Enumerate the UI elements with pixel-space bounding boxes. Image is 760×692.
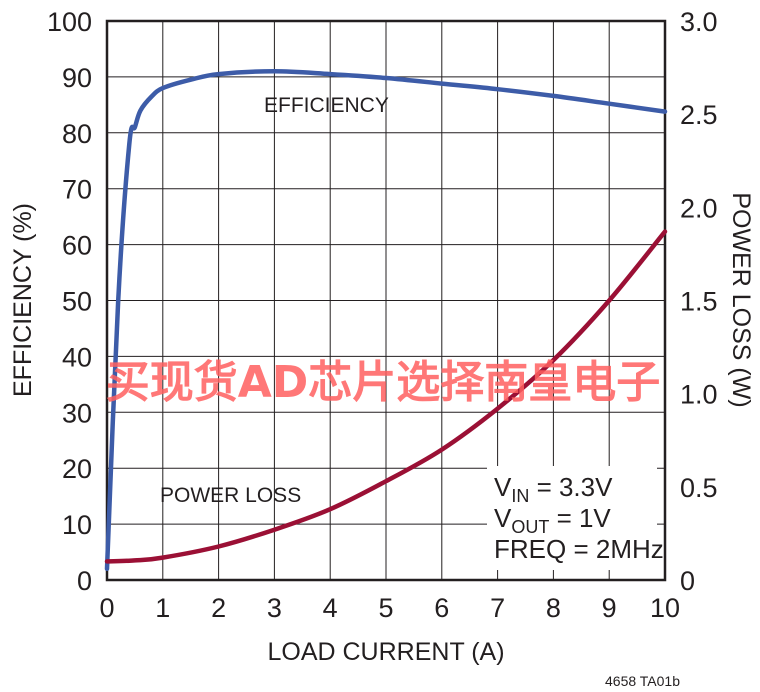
y-tick-label: 20 <box>62 454 92 484</box>
y2-tick-label: 0 <box>680 566 695 596</box>
x-axis-title: LOAD CURRENT (A) <box>267 638 504 666</box>
y-tick-label: 100 <box>47 7 92 37</box>
x-tick-label: 5 <box>378 593 393 623</box>
y2-tick-label: 1.0 <box>680 380 718 410</box>
condition-line: VIN = 3.3V <box>494 472 613 506</box>
y2-tick-label: 0.5 <box>680 473 718 503</box>
y-tick-label: 50 <box>62 287 92 317</box>
figure-id: 4658 TA01b <box>605 673 680 689</box>
x-tick-label: 3 <box>267 593 282 623</box>
y-tick-label: 40 <box>62 342 92 372</box>
power-loss-line <box>104 229 668 564</box>
x-tick-label: 10 <box>650 593 680 623</box>
y2-tick-labels: 0 0.5 1.0 1.5 2.0 2.5 3.0 <box>680 7 718 596</box>
y-axis-title: EFFICIENCY (%) <box>9 203 37 397</box>
x-tick-labels: 0 1 2 3 4 5 6 7 8 9 10 <box>99 593 680 623</box>
y-tick-label: 60 <box>62 231 92 261</box>
y2-tick-label: 1.5 <box>680 287 718 317</box>
y2-tick-label: 2.5 <box>680 100 718 130</box>
x-tick-label: 6 <box>434 593 449 623</box>
x-tick-label: 0 <box>99 593 114 623</box>
y2-axis-title: POWER LOSS (W) <box>727 192 755 407</box>
y2-tick-label: 2.0 <box>680 193 718 223</box>
series-group <box>104 69 668 572</box>
y-tick-label: 70 <box>62 175 92 205</box>
x-tick-label: 1 <box>155 593 170 623</box>
condition-line: FREQ = 2MHz <box>494 534 664 564</box>
y-tick-label: 90 <box>62 63 92 93</box>
y-tick-labels: 0 10 20 30 40 50 60 70 80 90 100 <box>47 7 92 596</box>
x-tick-label: 4 <box>323 593 338 623</box>
y-tick-label: 0 <box>77 566 92 596</box>
condition-line: VOUT = 1V <box>494 503 611 537</box>
efficiency-annotation: EFFICIENCY <box>264 94 389 117</box>
watermark-text: 买现货AD芯片选择南皇电子 <box>106 357 661 408</box>
x-tick-label: 8 <box>546 593 561 623</box>
y2-tick-label: 3.0 <box>680 7 718 37</box>
plot-frame <box>105 19 667 582</box>
x-tick-label: 7 <box>490 593 505 623</box>
conditions-box <box>487 466 657 570</box>
efficiency-line <box>104 69 668 572</box>
x-tick-label: 9 <box>602 593 617 623</box>
y-tick-label: 30 <box>62 398 92 428</box>
y-tick-label: 80 <box>62 119 92 149</box>
power-loss-annotation: POWER LOSS <box>160 484 301 507</box>
y-tick-label: 10 <box>62 510 92 540</box>
x-tick-label: 2 <box>211 593 226 623</box>
